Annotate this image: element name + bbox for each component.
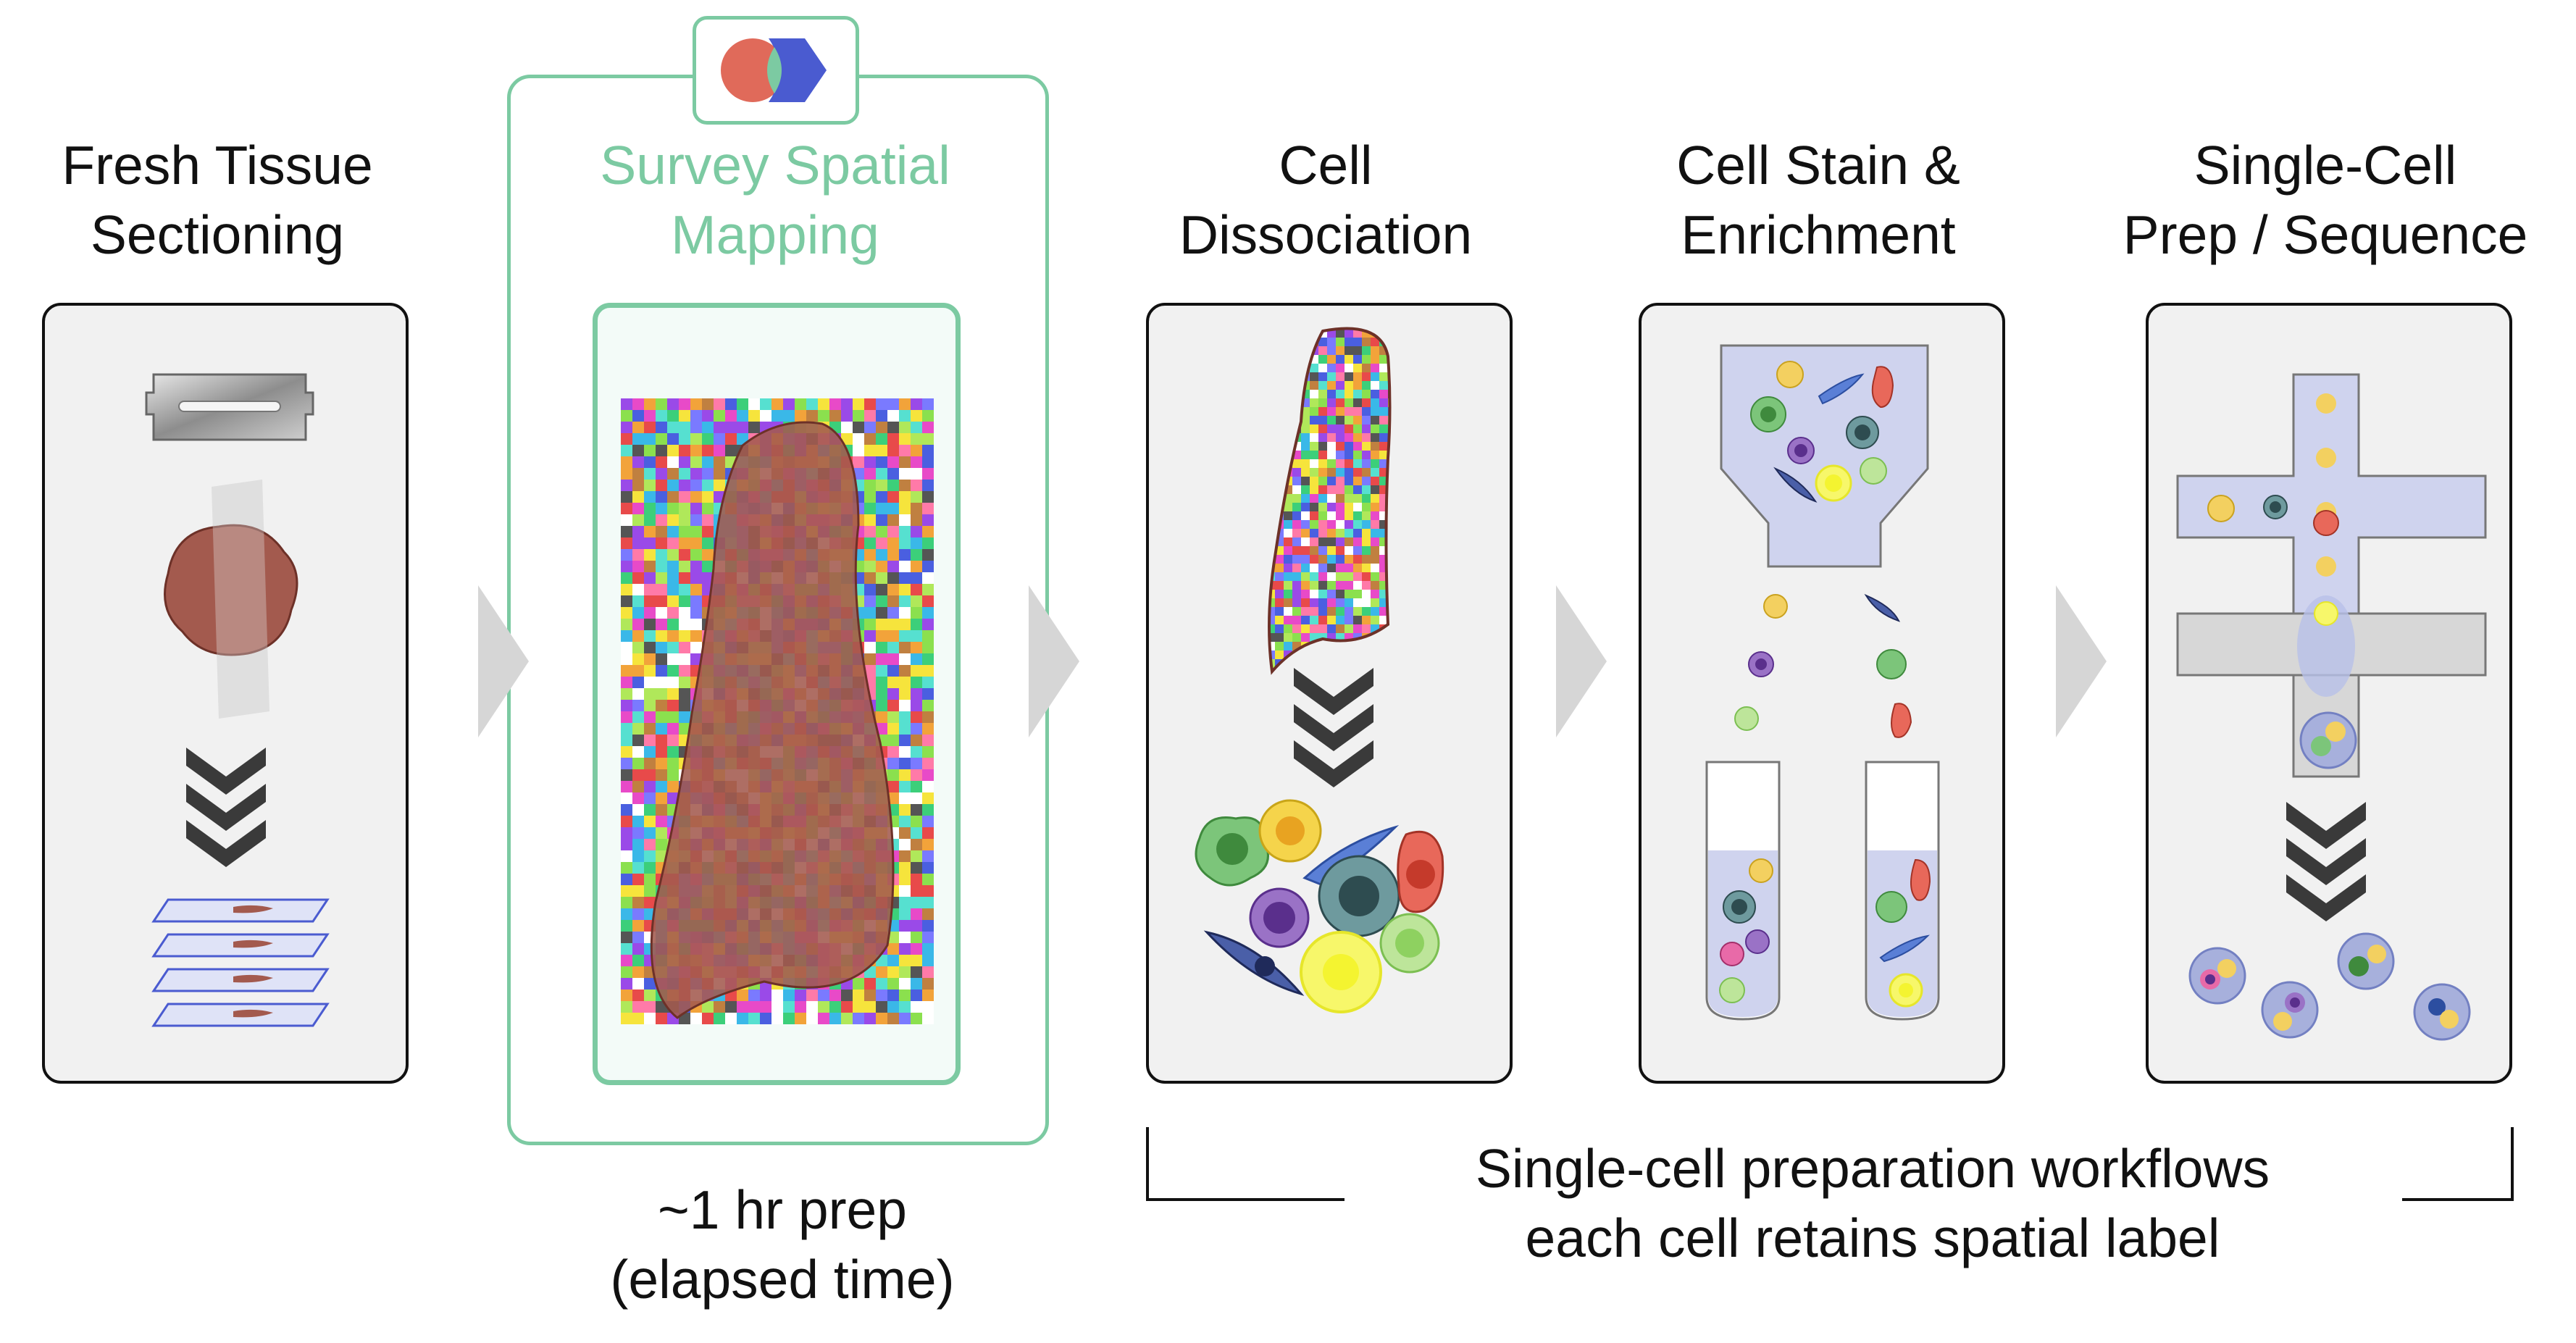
chevron-down-icon [186, 748, 266, 867]
droplet-icon [1734, 593, 1912, 738]
card-single-cell-prep [2146, 303, 2512, 1084]
workflow-bracket-right [2402, 1127, 2514, 1201]
step-title-line1: Single-Cell [2194, 135, 2457, 196]
microfluidic-chip-icon [2176, 373, 2487, 778]
step-title-sectioning: Fresh Tissue Sectioning [22, 130, 413, 269]
step-title-line2: Mapping [671, 204, 879, 265]
tissue-chunk-icon [1268, 327, 1392, 675]
cell-cluster-icon [1195, 799, 1444, 1013]
slide-stack-icon [151, 898, 330, 1027]
test-tube-icon [1705, 761, 1781, 1021]
logo-icon [721, 38, 827, 102]
step-arrow-icon [478, 585, 529, 737]
step-title-line2: Sectioning [90, 204, 345, 265]
logo [693, 16, 859, 125]
step-title-line1: Cell [1279, 135, 1373, 196]
workflow-caption-line1: Single-cell preparation workflows [1475, 1138, 2270, 1199]
prep-time-caption: ~1 hr prep (elapsed time) [536, 1175, 1029, 1314]
workflow-caption-line2: each cell retains spatial label [1525, 1208, 2220, 1268]
step-title-line1: Survey Spatial [600, 135, 950, 196]
step-title-line2: Prep / Sequence [2123, 204, 2528, 265]
step-title-line2: Enrichment [1681, 204, 1956, 265]
workflow-caption: Single-cell preparation workflows each c… [1362, 1134, 2383, 1273]
step-title-stain-enrichment: Cell Stain & Enrichment [1623, 130, 2014, 269]
step-arrow-icon [2056, 585, 2107, 737]
step-arrow-icon [1556, 585, 1607, 737]
card-cell-dissociation [1146, 303, 1513, 1084]
step-arrow-icon [1029, 585, 1079, 737]
workflow-bracket-left [1146, 1127, 1345, 1201]
spatial-barcode-array-icon [621, 398, 934, 1024]
test-tube-icon [1865, 761, 1940, 1021]
chevron-down-icon [1294, 668, 1373, 787]
tissue-chunk-icon [164, 480, 298, 719]
step-title-line2: Dissociation [1179, 204, 1473, 265]
chevron-down-icon [2286, 802, 2366, 921]
spatial-mapping-card [593, 303, 961, 1085]
step-title-dissociation: Cell Dissociation [1130, 130, 1521, 269]
razor-blade-icon [145, 373, 314, 441]
funnel-icon [1720, 344, 1929, 568]
droplet-icon [2188, 932, 2471, 1041]
card-stain-enrichment [1639, 303, 2005, 1084]
step-title-spatial-mapping-overlay: Survey Spatial Mapping [536, 130, 1014, 269]
step-title-line1: Cell Stain & [1676, 135, 1960, 196]
prep-caption-line2: (elapsed time) [610, 1249, 955, 1310]
step-title-line1: Fresh Tissue [62, 135, 373, 196]
step-title-single-cell-prep: Single-Cell Prep / Sequence [2101, 130, 2550, 269]
card-tissue-sectioning [42, 303, 409, 1084]
prep-caption-line1: ~1 hr prep [658, 1179, 907, 1240]
